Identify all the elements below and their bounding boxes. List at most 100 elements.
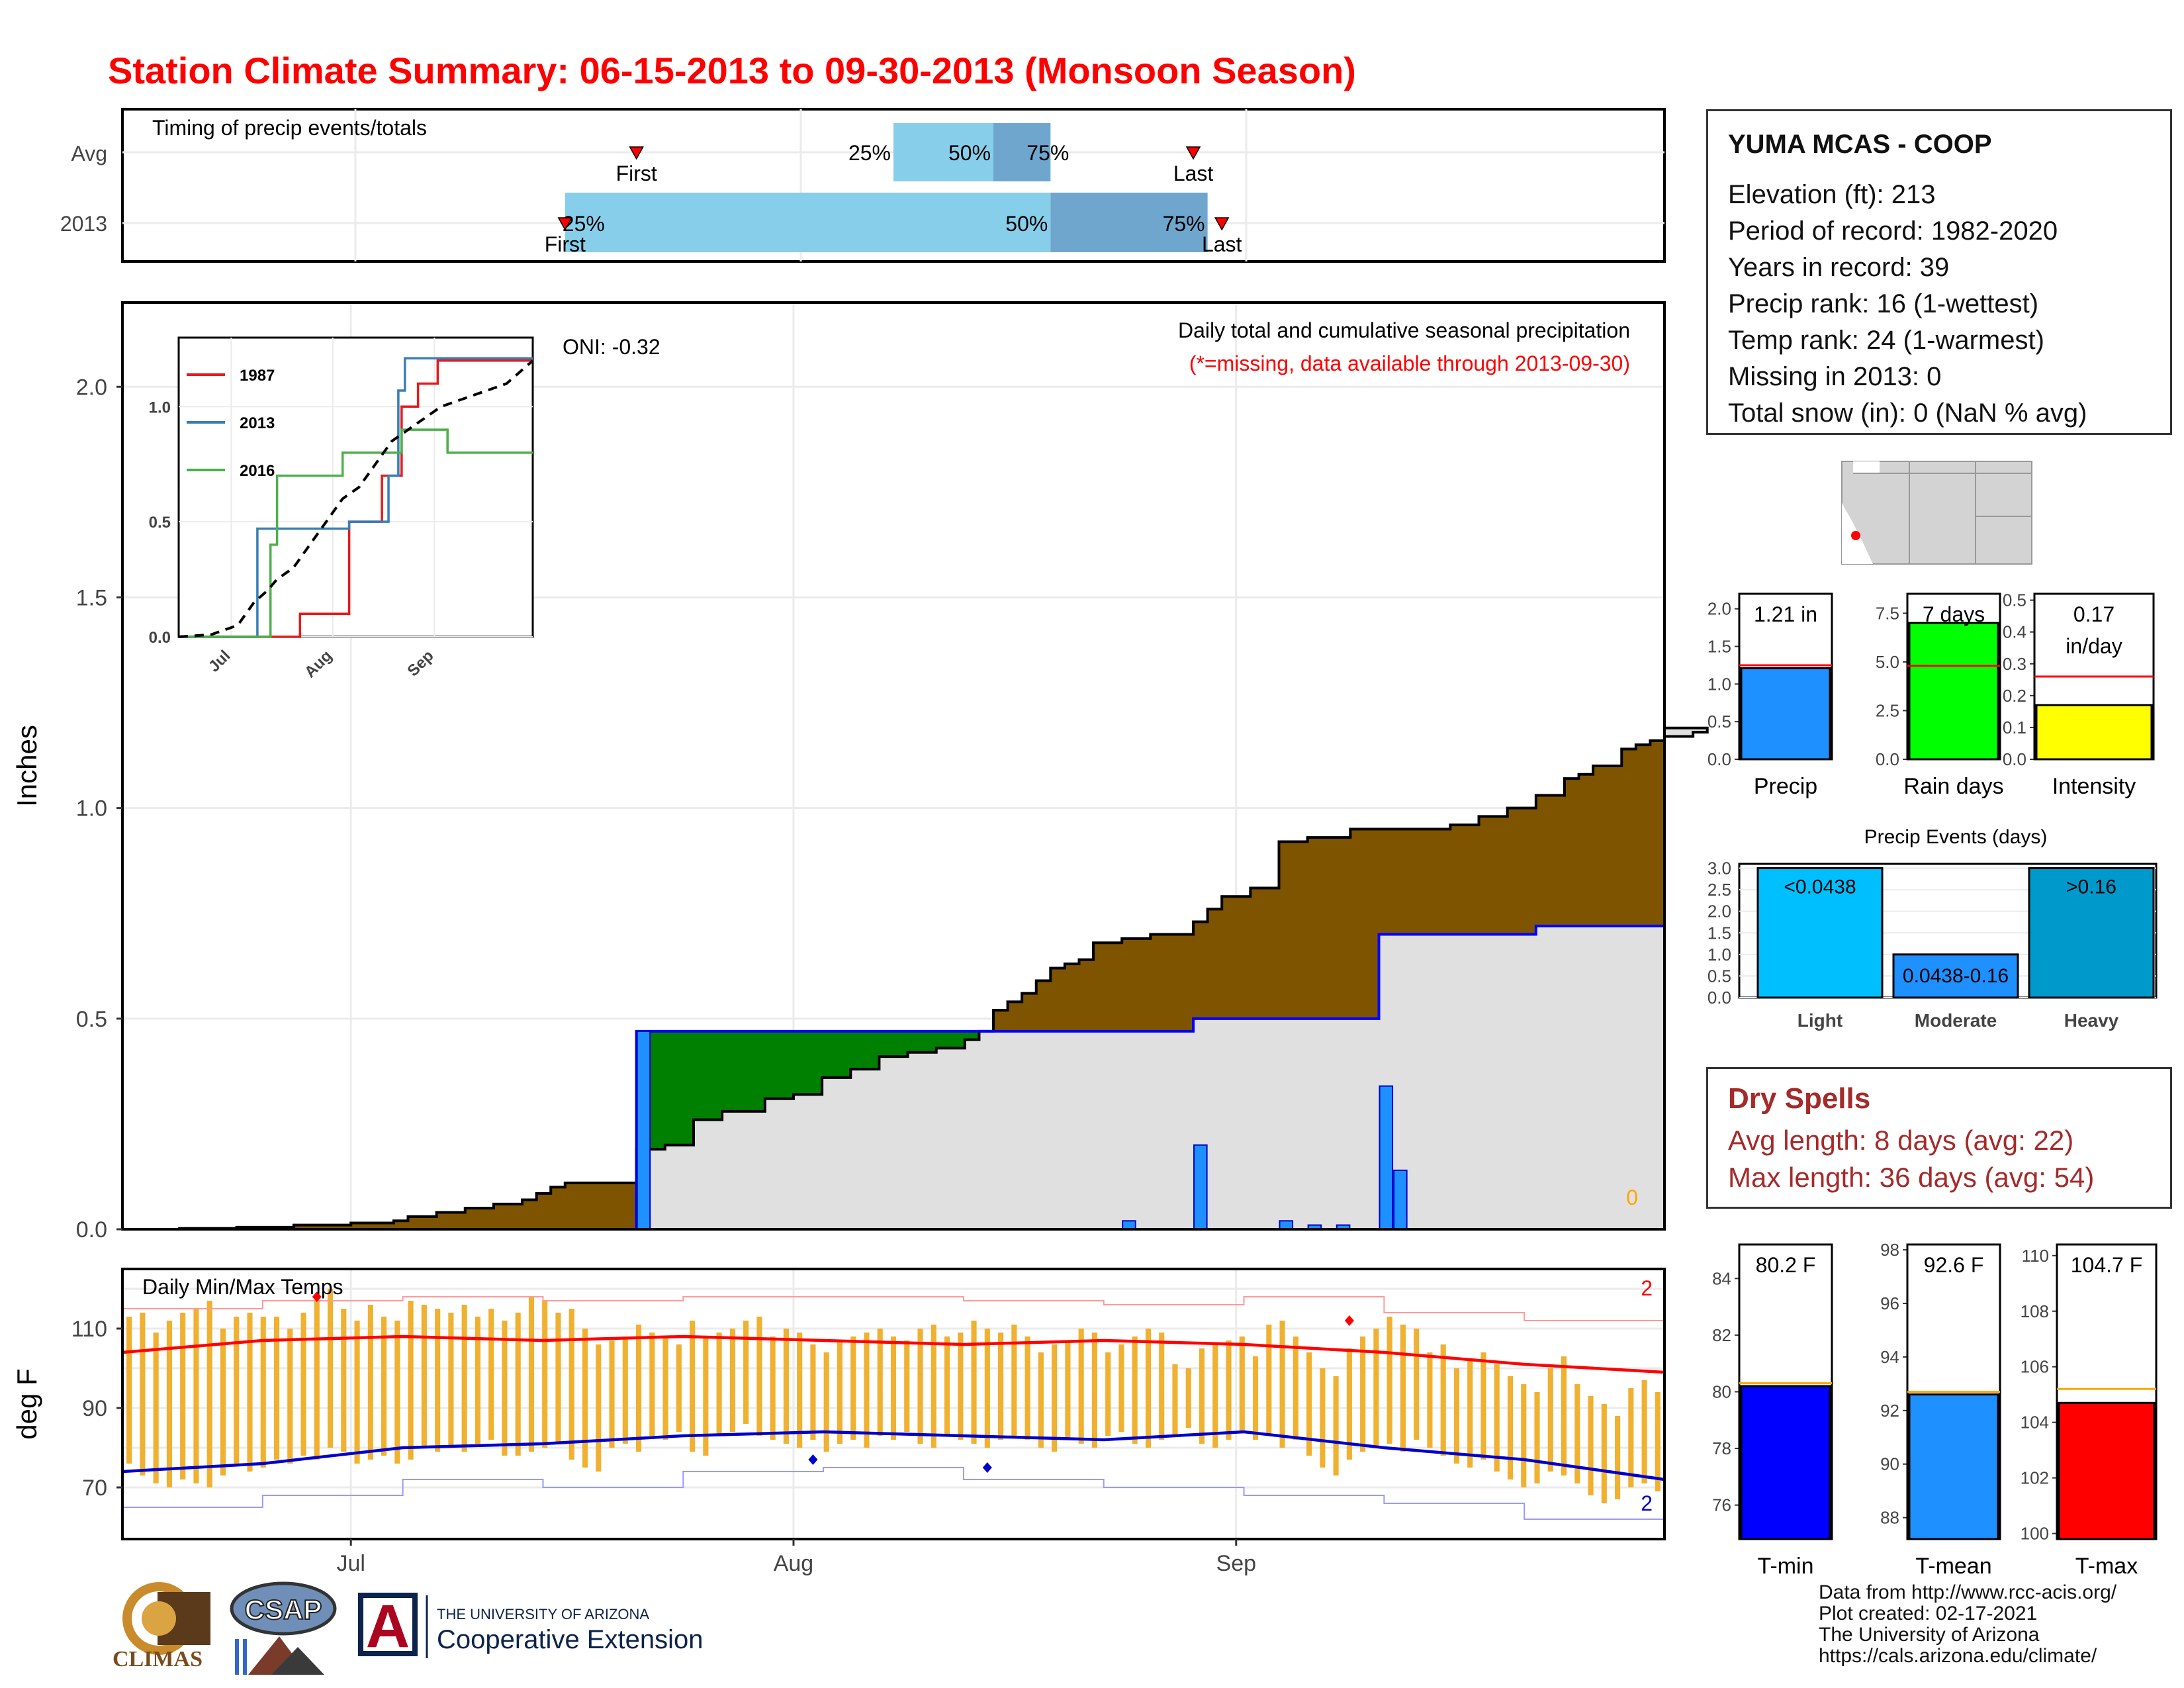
station-info-panel: YUMA MCAS - COOP Elevation (ft): 213 Per… [1706, 109, 2172, 435]
surplus-strip [693, 1031, 709, 1120]
daily-temp-bar [1400, 1325, 1406, 1452]
daily-temp-bar [1588, 1396, 1594, 1495]
daily-temp-bar [1226, 1340, 1232, 1440]
daily-temp-bar [1132, 1336, 1138, 1444]
small-value-bar [1740, 1385, 1831, 1540]
small-ytick: 108 [2021, 1301, 2049, 1321]
daily-temp-bar [917, 1329, 923, 1444]
dry-spells-panel: Dry Spells Avg length: 8 days (avg: 22) … [1706, 1067, 2172, 1209]
surplus-strip [922, 1031, 937, 1053]
daily-temp-bar [609, 1340, 615, 1448]
record-high-marker [312, 1291, 322, 1302]
timing-label-25: 25% [563, 212, 605, 236]
daily-temp-bar [729, 1329, 735, 1432]
temps-title: Daily Min/Max Temps [142, 1275, 343, 1299]
deficit-strip [1550, 795, 1565, 926]
small-ytick: 2.5 [1876, 700, 1899, 720]
deficit-strip [1650, 740, 1665, 926]
daily-temp-bar [998, 1333, 1004, 1440]
record-min-line [122, 1467, 1665, 1527]
daily-temp-bar [716, 1333, 722, 1436]
daily-temp-bar [783, 1329, 789, 1444]
deficit-strip [522, 1199, 537, 1229]
daily-temp-bar [1615, 1416, 1621, 1499]
deficit-strip [1250, 888, 1265, 1019]
daily-temp-bar [1320, 1368, 1326, 1468]
events-ytick: 1.5 [1707, 923, 1731, 943]
deficit-strip [1379, 829, 1394, 935]
small-value-label: 104.7 F [2071, 1253, 2143, 1277]
record-high-marker [1344, 1315, 1354, 1326]
daily-temp-bar [931, 1325, 936, 1448]
inset-avg-line [178, 359, 534, 638]
inset-ytick: 0.5 [149, 514, 171, 532]
daily-temp-bar [354, 1321, 360, 1464]
inset-series-2013 [179, 357, 533, 638]
precip-events-panel: Precip Events (days) 0.00.5 1.0 1.5 2.0 2.5 3.… [1707, 826, 2158, 1031]
deficit-strip [465, 1208, 480, 1229]
deficit-strip [1435, 829, 1451, 935]
daily-temp-bar [247, 1313, 253, 1472]
deficit-strip [1179, 934, 1194, 1031]
precip-ytick: 0.5 [76, 1007, 107, 1032]
daily-temp-bar [435, 1309, 441, 1452]
daily-temp-bar [542, 1301, 548, 1448]
daily-temp-bar [528, 1297, 535, 1452]
precip-ytick: 2.0 [76, 375, 107, 400]
deficit-strip [451, 1212, 466, 1229]
small-ytick: 1.5 [1707, 637, 1731, 657]
deficit-strip [1607, 766, 1623, 926]
surplus-strip [751, 1031, 766, 1111]
daily-temp-bar [273, 1317, 280, 1460]
daily-temp-bar [1252, 1356, 1259, 1440]
daily-temp-bar [193, 1309, 199, 1483]
deficit-strip [1564, 778, 1580, 926]
daily-temp-bar [569, 1309, 574, 1460]
temps-ylabel: deg F [11, 1368, 42, 1439]
timing-label-75: 75% [1163, 212, 1205, 236]
small-value-label: 80.2 F [1756, 1253, 1816, 1277]
chart-title: Station Climate Summary: 06-15-2013 to 0… [108, 50, 1356, 91]
small-ytick: 84 [1712, 1268, 1731, 1288]
small-ytick: 100 [2021, 1524, 2049, 1544]
daily-temp-bar [1360, 1336, 1366, 1452]
daily-temp-bar [421, 1305, 427, 1448]
events-title: Precip Events (days) [1864, 826, 2048, 848]
small-panel-label: T-min [1758, 1554, 1814, 1579]
daily-temp-bar [1440, 1344, 1446, 1456]
small-ytick: 88 [1880, 1508, 1899, 1528]
surplus-strip [707, 1031, 723, 1120]
small-value-bar [1908, 622, 1999, 761]
timing-row-2013: 2013 [60, 212, 107, 236]
small-panel-label: Intensity [2052, 774, 2136, 799]
surplus-strip [807, 1031, 823, 1095]
deficit-strip [1507, 808, 1523, 935]
surplus-strip [822, 1031, 837, 1078]
daily-temp-bar [823, 1352, 829, 1452]
daily-temp-bar [1333, 1376, 1339, 1476]
deficit-strip [1093, 943, 1109, 1031]
small-value-label: 1.21 in [1754, 602, 1817, 626]
small-ytick: 104 [2021, 1413, 2049, 1432]
timing-first-marker-label: First [545, 232, 586, 256]
daily-precip-bar [636, 1030, 651, 1230]
daily-temp-bar [743, 1321, 749, 1424]
daily-temp-bar [1279, 1321, 1285, 1448]
daily-temp-bar [1547, 1368, 1553, 1472]
deficit-strip [1479, 816, 1494, 935]
dry-max-length: Max length: 36 days (avg: 54) [1728, 1162, 2095, 1193]
events-ytick: 3.0 [1707, 859, 1731, 878]
climas-text: CLIMAS [113, 1647, 203, 1671]
location-map [1841, 461, 2032, 565]
daily-temp-bar [662, 1336, 668, 1440]
deficit-strip [379, 1223, 394, 1229]
inset-series-2016 [179, 428, 533, 638]
record-low-count: 2 [1641, 1491, 1653, 1515]
timing-panel: 25% 50% 75% First Last 25% 50% 75% First Last Tim… [60, 108, 1666, 263]
daily-temp-bar [984, 1329, 990, 1448]
surplus-strip [793, 1031, 809, 1095]
daily-temp-bar [1467, 1360, 1473, 1468]
daily-temp-bar [1601, 1404, 1607, 1503]
small-ytick: 90 [1880, 1454, 1899, 1474]
daily-temp-bar [206, 1301, 212, 1487]
